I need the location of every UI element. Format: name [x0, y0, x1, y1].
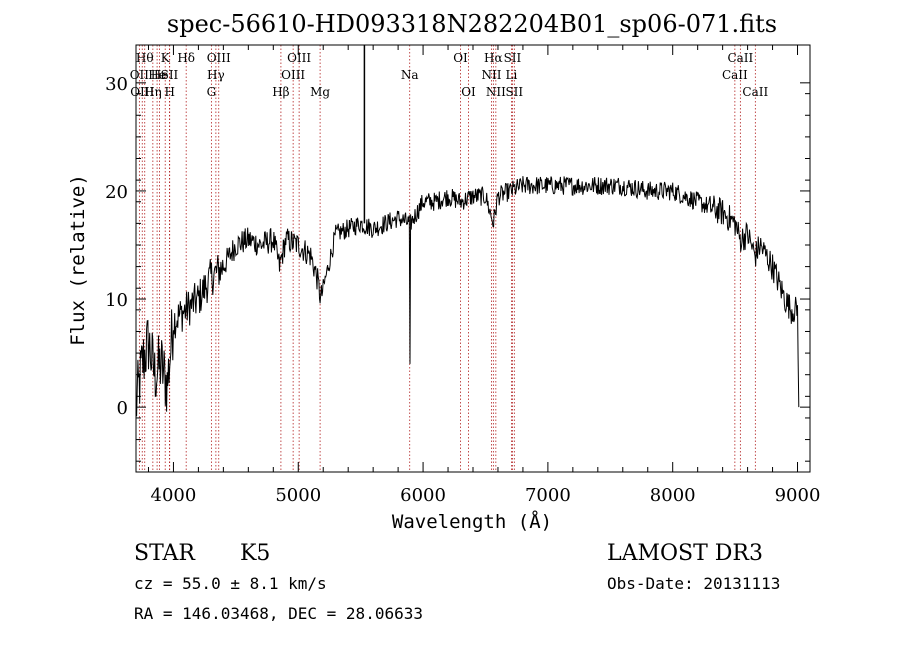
x-tick-label: 7000 — [525, 485, 571, 506]
y-tick-label: 30 — [105, 74, 128, 95]
line-marker-label: Na — [401, 68, 419, 82]
line-marker-label: NII — [486, 85, 506, 99]
line-marker-label: SII — [504, 51, 522, 65]
line-marker-label: OIII — [281, 68, 305, 82]
line-marker-label: Hδ — [177, 51, 195, 65]
line-marker-label: CaII — [742, 85, 768, 99]
line-marker-label: CaII — [722, 68, 748, 82]
x-tick-label: 8000 — [650, 485, 696, 506]
y-axis-ticks: 0 10 20 30 — [105, 74, 810, 462]
line-marker-label: CaII — [727, 51, 753, 65]
line-marker-label: Hβ — [272, 85, 289, 99]
spectral-line-markers — [138, 45, 756, 472]
line-marker-label: Hθ — [136, 51, 154, 65]
line-marker-label: Hγ — [207, 68, 225, 82]
line-marker-label: OI — [461, 85, 476, 99]
line-marker-label: OIII — [207, 51, 231, 65]
line-marker-label: Mg — [310, 85, 330, 99]
line-marker-label: K — [161, 51, 171, 65]
object-subclass: K5 — [240, 541, 270, 566]
y-tick-label: 0 — [117, 398, 128, 419]
coordinates-text: RA = 146.03468, DEC = 28.06633 — [134, 604, 423, 623]
plot-frame — [135, 44, 811, 473]
object-class: STAR — [134, 541, 196, 566]
line-marker-label: He — [148, 68, 166, 82]
x-axis-label: Wavelength (Å) — [392, 510, 552, 533]
line-marker-label: SII — [505, 85, 523, 99]
y-tick-label: 20 — [105, 182, 128, 203]
y-tick-label: 10 — [105, 290, 128, 311]
redshift-text: cz = 55.0 ± 8.1 km/s — [134, 574, 327, 593]
survey-name: LAMOST DR3 — [607, 541, 763, 566]
line-marker-label: OII — [130, 68, 150, 82]
spectrum-line — [135, 176, 800, 417]
line-marker-label: H — [164, 85, 174, 99]
line-marker-label: SII — [161, 68, 179, 82]
x-tick-label: 4000 — [151, 485, 197, 506]
chart-title: spec-56610-HD093318N282204B01_sp06-071.f… — [167, 10, 777, 38]
spectral-line-labels: OIIOIIIHθHηHeHeKSIIHHδGHγOIIIHβOIIIOIIIM… — [130, 51, 769, 99]
line-marker-label: OIII — [287, 51, 311, 65]
line-marker-label: Hα — [484, 51, 503, 65]
y-axis-label: Flux (relative) — [67, 174, 89, 346]
x-tick-label: 6000 — [400, 485, 446, 506]
x-axis-ticks: 4000 5000 6000 7000 8000 9000 — [147, 45, 821, 506]
line-marker-label: Hη — [144, 85, 162, 99]
line-marker-label: OI — [453, 51, 468, 65]
line-marker-label: G — [207, 85, 217, 99]
obs-date: Obs-Date: 20131113 — [607, 574, 780, 593]
line-marker-label: Li — [506, 68, 518, 82]
line-marker-label: NII — [481, 68, 501, 82]
line-marker-label: He — [151, 68, 169, 82]
x-tick-label: 9000 — [775, 485, 821, 506]
x-tick-label: 5000 — [275, 485, 321, 506]
